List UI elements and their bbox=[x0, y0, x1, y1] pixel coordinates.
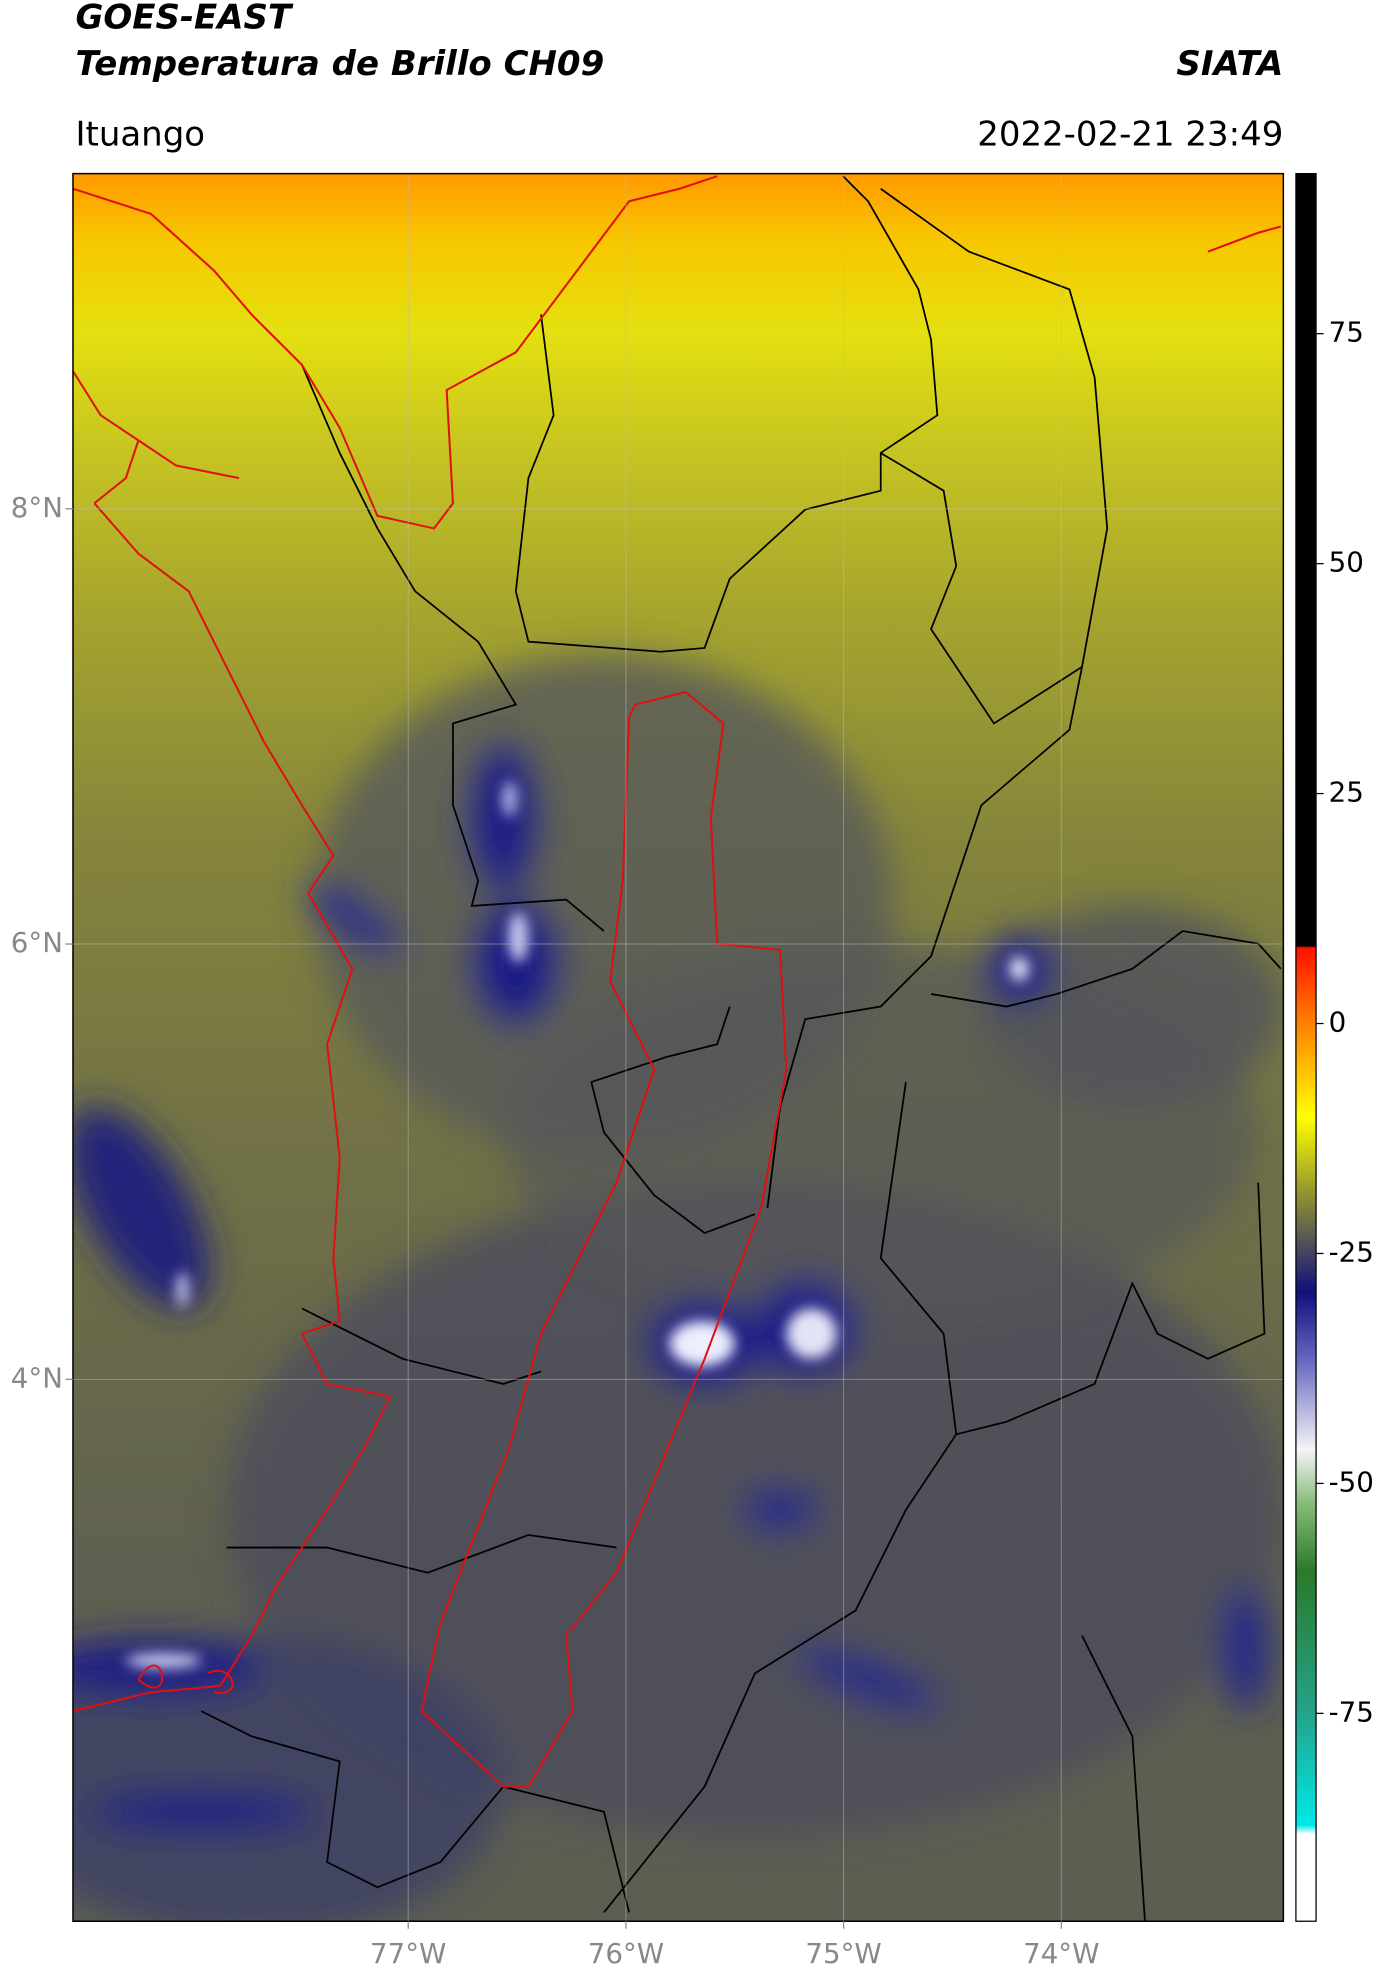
y-tick-label: 8°N bbox=[11, 491, 63, 524]
graticule bbox=[72, 173, 1284, 1922]
border bbox=[301, 1307, 542, 1385]
border bbox=[590, 1006, 756, 1235]
colorbar-tick-label: 75 bbox=[1329, 316, 1364, 349]
map-frame bbox=[72, 172, 1285, 1922]
cloud bbox=[796, 1648, 940, 1711]
cloud bbox=[72, 1106, 210, 1310]
cold-core bbox=[669, 1321, 735, 1367]
coastline bbox=[72, 370, 240, 480]
y-tick-label: 4°N bbox=[11, 1361, 63, 1394]
cold-core bbox=[786, 1308, 837, 1359]
cloud bbox=[72, 1635, 504, 1922]
source: SIATA bbox=[1176, 44, 1283, 84]
border bbox=[226, 1534, 617, 1574]
y-tick-label: 6°N bbox=[11, 926, 63, 959]
title: GOES-EAST bbox=[75, 0, 293, 37]
coastline bbox=[1207, 225, 1282, 253]
cloud-field bbox=[72, 654, 1284, 1922]
colorbar bbox=[1295, 172, 1317, 1922]
x-tick-label: 76°W bbox=[588, 1937, 664, 1970]
outlines bbox=[72, 175, 1282, 1788]
cold-core bbox=[176, 1272, 189, 1308]
datetime: 2022-02-21 23:49 bbox=[977, 114, 1283, 154]
coastline bbox=[72, 440, 392, 1713]
cold-core bbox=[502, 781, 518, 817]
border bbox=[200, 1710, 630, 1913]
cold-core bbox=[125, 1653, 202, 1669]
colorbar-tick-label: -25 bbox=[1329, 1235, 1374, 1268]
cloud bbox=[981, 905, 1284, 1108]
cold-core bbox=[508, 912, 529, 963]
colorbar-tick-label: -50 bbox=[1329, 1465, 1374, 1498]
colorbar-tick-label: 25 bbox=[1329, 776, 1364, 809]
border bbox=[514, 175, 939, 653]
border bbox=[1081, 1635, 1146, 1922]
cold-cores bbox=[125, 781, 1030, 1669]
border bbox=[301, 364, 605, 932]
coastline bbox=[137, 1664, 234, 1694]
colorbar-tick-label: -75 bbox=[1329, 1695, 1374, 1728]
border bbox=[603, 1081, 958, 1913]
cloud bbox=[742, 1489, 818, 1530]
region-outline bbox=[420, 690, 788, 1788]
cloud bbox=[471, 899, 560, 1026]
x-tick-label: 75°W bbox=[805, 1937, 881, 1970]
coastline bbox=[72, 175, 718, 530]
cloud bbox=[1222, 1585, 1269, 1712]
cloud bbox=[468, 742, 539, 894]
map bbox=[72, 173, 1284, 1922]
cloud bbox=[88, 1794, 315, 1830]
cloud bbox=[304, 882, 400, 955]
border bbox=[956, 1182, 1266, 1436]
colorbar-tick-label: 0 bbox=[1329, 1006, 1347, 1039]
colorbar-tick-label: 50 bbox=[1329, 546, 1364, 579]
x-tick-label: 74°W bbox=[1023, 1937, 1099, 1970]
border bbox=[766, 666, 1083, 1208]
cold-core bbox=[1009, 956, 1030, 982]
subtitle: Temperatura de Brillo CH09 bbox=[75, 44, 604, 84]
location: Ituango bbox=[75, 114, 205, 154]
x-tick-label: 77°W bbox=[370, 1937, 446, 1970]
